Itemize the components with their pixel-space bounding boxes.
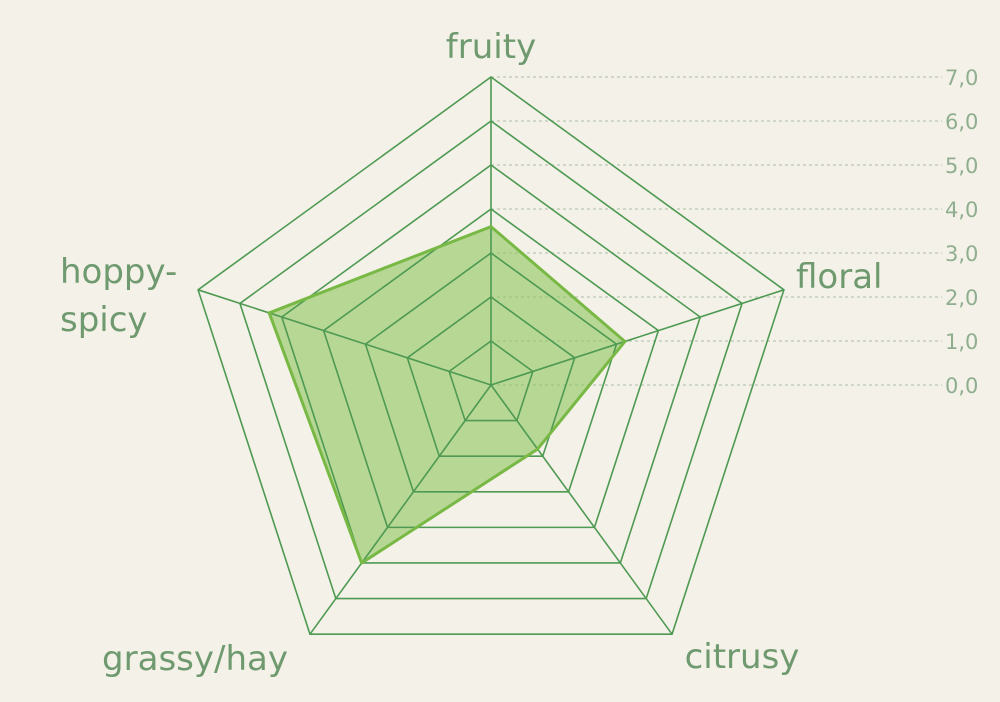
axis-label-grassy-hay: grassy/hay xyxy=(102,639,288,679)
data-area xyxy=(269,226,625,563)
data-point-grassy-hay xyxy=(360,561,364,565)
tick-label: 5,0 xyxy=(945,154,978,178)
axis-label-fruity: fruity xyxy=(446,27,536,67)
data-point-floral xyxy=(623,339,627,343)
tick-label: 1,0 xyxy=(945,330,978,354)
tick-label: 2,0 xyxy=(945,286,978,310)
axis-spoke xyxy=(309,384,492,635)
tick-label: 4,0 xyxy=(945,198,978,222)
grid-ring xyxy=(448,340,534,422)
data-outline xyxy=(267,225,627,565)
data-point-hoppy-spicy xyxy=(267,311,271,315)
grid-ring xyxy=(322,208,660,529)
grid-ring xyxy=(406,296,576,457)
axis-label-citrusy: citrusy xyxy=(685,637,800,677)
grid-ring xyxy=(280,164,702,564)
grid-ring xyxy=(197,76,785,635)
axis-spoke xyxy=(197,289,492,386)
axis-label-hoppy-spicy: hoppy-spicy xyxy=(60,252,177,340)
data-point-fruity xyxy=(489,225,493,229)
tick-label: 3,0 xyxy=(945,242,978,266)
grid-ring xyxy=(364,252,618,493)
data-point-citrusy xyxy=(536,447,540,451)
tick-label: 0,0 xyxy=(945,374,978,398)
tick-label: 6,0 xyxy=(945,110,978,134)
axis-spoke xyxy=(490,384,673,635)
grid-ring xyxy=(238,120,744,600)
axis-label-floral: floral xyxy=(796,257,882,297)
axis-spoke xyxy=(490,289,785,386)
tick-label: 7,0 xyxy=(945,66,978,90)
